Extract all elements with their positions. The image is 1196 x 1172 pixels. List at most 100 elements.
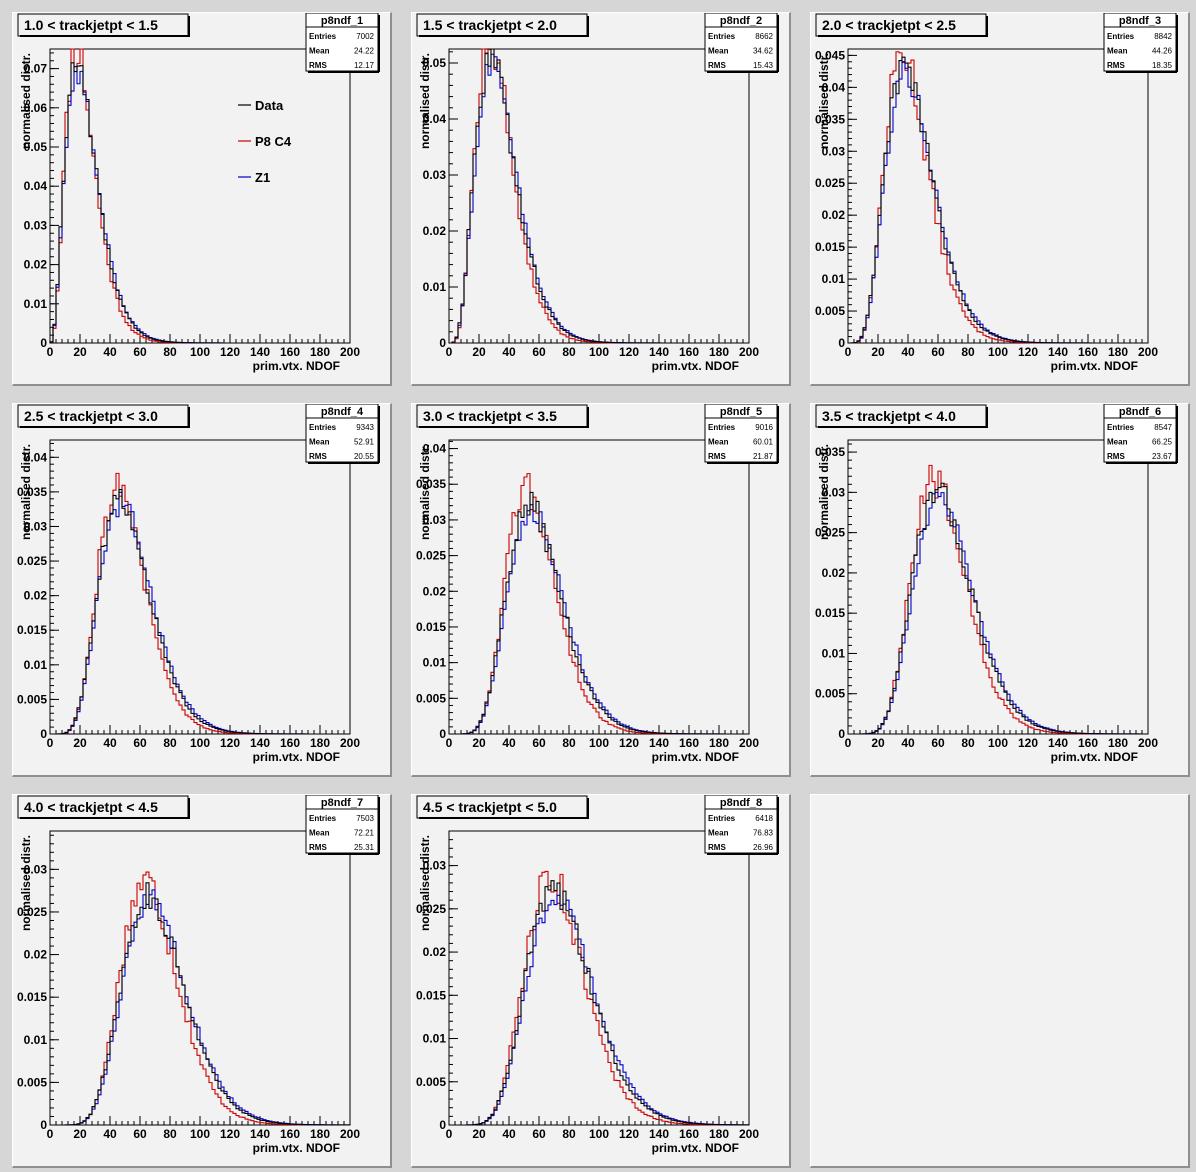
y-tick-label: 0.02 <box>24 258 48 272</box>
y-tick-label: 0.035 <box>815 445 845 459</box>
y-tick-label: 0 <box>838 727 845 741</box>
y-tick-label: 0.035 <box>815 112 845 126</box>
histogram-pad-5: 0 0.005 0.01 0.015 0.02 0.025 0.03 0.035 0.04 0 20… <box>411 403 791 777</box>
x-tick-label: 180 <box>310 1127 330 1141</box>
x-axis-label: prim.vtx. NDOF <box>253 750 340 764</box>
x-tick-label: 140 <box>649 736 669 750</box>
plot-frame <box>448 48 750 344</box>
x-tick-label: 80 <box>562 736 576 750</box>
plot-frame <box>847 48 1149 344</box>
y-tick-label: 0.02 <box>423 945 447 959</box>
histogram-data <box>50 882 351 1126</box>
x-tick-label: 0 <box>845 736 852 750</box>
histogram-data <box>848 56 1148 344</box>
stats-value: 6418 <box>755 814 773 823</box>
y-tick-label: 0.04 <box>423 442 447 456</box>
x-tick-label: 160 <box>679 1127 699 1141</box>
stats-value: 18.35 <box>1152 61 1173 70</box>
histogram-pad-6: 0 0.005 0.01 0.015 0.02 0.025 0.03 0.035 0 20 40 60… <box>810 403 1190 777</box>
plot-title: 3.0 < trackjetpt < 3.5 <box>423 408 557 424</box>
x-tick-label: 20 <box>871 345 885 359</box>
histogram-svg: 0 0.005 0.01 0.015 0.02 0.025 0.03 0.035 0.04 0 20… <box>416 404 779 764</box>
x-axis-label: prim.vtx. NDOF <box>253 359 340 373</box>
stats-label: Mean <box>309 438 330 447</box>
stats-value: 9016 <box>755 423 773 432</box>
x-tick-label: 200 <box>340 1127 360 1141</box>
x-tick-label: 20 <box>472 736 486 750</box>
x-tick-label: 200 <box>1138 345 1158 359</box>
stats-value: 26.96 <box>753 843 774 852</box>
plot-title: 1.0 < trackjetpt < 1.5 <box>24 17 158 33</box>
stats-name: p8ndf_4 <box>321 406 364 418</box>
histogram-svg: 0 0.005 0.01 0.015 0.02 0.025 0.03 0.035 0.04 0.0… <box>815 13 1178 373</box>
y-tick-label: 0.025 <box>416 902 446 916</box>
histogram-pad-2: 0 0.01 0.02 0.03 0.04 0.05 0 20 40 60 80 100 120 140 1… <box>411 12 791 386</box>
x-tick-label: 140 <box>1048 736 1068 750</box>
x-axis-label: prim.vtx. NDOF <box>1051 750 1138 764</box>
y-tick-label: 0.005 <box>416 1075 446 1089</box>
y-axis-label: normalised distr. <box>817 53 831 149</box>
x-tick-label: 60 <box>931 736 945 750</box>
histogram-data <box>449 491 750 735</box>
x-tick-label: 20 <box>871 736 885 750</box>
x-tick-label: 180 <box>709 736 729 750</box>
x-tick-label: 60 <box>931 345 945 359</box>
stats-label: Entries <box>708 423 736 432</box>
histogram-svg: 0 0.005 0.01 0.015 0.02 0.025 0.03 0.035 0.04 0 20… <box>17 404 380 764</box>
y-axis-label: normalised distr. <box>19 444 33 540</box>
stats-label: Mean <box>309 47 330 56</box>
x-tick-label: 160 <box>1078 345 1098 359</box>
stats-value: 7002 <box>356 32 374 41</box>
y-tick-label: 0.04 <box>822 80 846 94</box>
x-tick-label: 200 <box>1138 736 1158 750</box>
y-axis-label: normalised distr. <box>418 53 432 149</box>
x-tick-label: 180 <box>310 345 330 359</box>
x-tick-label: 160 <box>1078 736 1098 750</box>
y-tick-label: 0.015 <box>17 990 47 1004</box>
stats-label: Entries <box>1107 423 1135 432</box>
histogram-svg: 0 0.005 0.01 0.015 0.02 0.025 0.03 0 20 40 60 80 100… <box>17 795 380 1155</box>
stats-label: RMS <box>1107 452 1125 461</box>
x-tick-label: 80 <box>961 345 975 359</box>
stats-value: 8547 <box>1154 423 1172 432</box>
legend-label: Z1 <box>255 170 270 185</box>
y-tick-label: 0.005 <box>17 692 47 706</box>
plot-frame <box>49 439 351 735</box>
stats-value: 60.01 <box>753 438 774 447</box>
x-tick-label: 100 <box>190 1127 210 1141</box>
x-tick-label: 0 <box>47 1127 54 1141</box>
y-axis-label: normalised distr. <box>418 444 432 540</box>
y-tick-label: 0.03 <box>822 144 846 158</box>
stats-box <box>305 795 379 854</box>
plot-title: 3.5 < trackjetpt < 4.0 <box>822 408 956 424</box>
y-tick-label: 0 <box>40 336 47 350</box>
stats-label: Entries <box>1107 32 1135 41</box>
x-axis-label: prim.vtx. NDOF <box>253 1141 340 1155</box>
y-tick-label: 0.02 <box>24 948 48 962</box>
stats-box <box>1103 13 1177 72</box>
plot-frame <box>49 48 351 344</box>
stats-label: Entries <box>309 32 337 41</box>
x-tick-label: 140 <box>649 1127 669 1141</box>
x-tick-label: 0 <box>446 1127 453 1141</box>
histogram-p8c4 <box>449 870 750 1126</box>
x-tick-label: 0 <box>47 345 54 359</box>
histogram-pad-8: 0 0.005 0.01 0.015 0.02 0.025 0.03 0 20 40 60 80 100… <box>411 794 791 1168</box>
x-tick-label: 60 <box>133 736 147 750</box>
x-axis-label: prim.vtx. NDOF <box>652 359 739 373</box>
y-tick-label: 0.02 <box>822 208 846 222</box>
y-tick-label: 0.01 <box>24 297 48 311</box>
plot-title: 2.5 < trackjetpt < 3.0 <box>24 408 158 424</box>
stats-label: Mean <box>708 829 729 838</box>
y-tick-label: 0.005 <box>815 687 845 701</box>
x-tick-label: 180 <box>709 1127 729 1141</box>
stats-value: 23.67 <box>1152 452 1173 461</box>
y-tick-label: 0 <box>40 727 47 741</box>
x-tick-label: 0 <box>845 345 852 359</box>
y-tick-label: 0.03 <box>24 218 48 232</box>
x-tick-label: 60 <box>133 1127 147 1141</box>
x-tick-label: 40 <box>502 1127 516 1141</box>
y-tick-label: 0.04 <box>423 112 447 126</box>
x-tick-label: 120 <box>619 1127 639 1141</box>
y-axis-label: normalised distr. <box>19 53 33 149</box>
